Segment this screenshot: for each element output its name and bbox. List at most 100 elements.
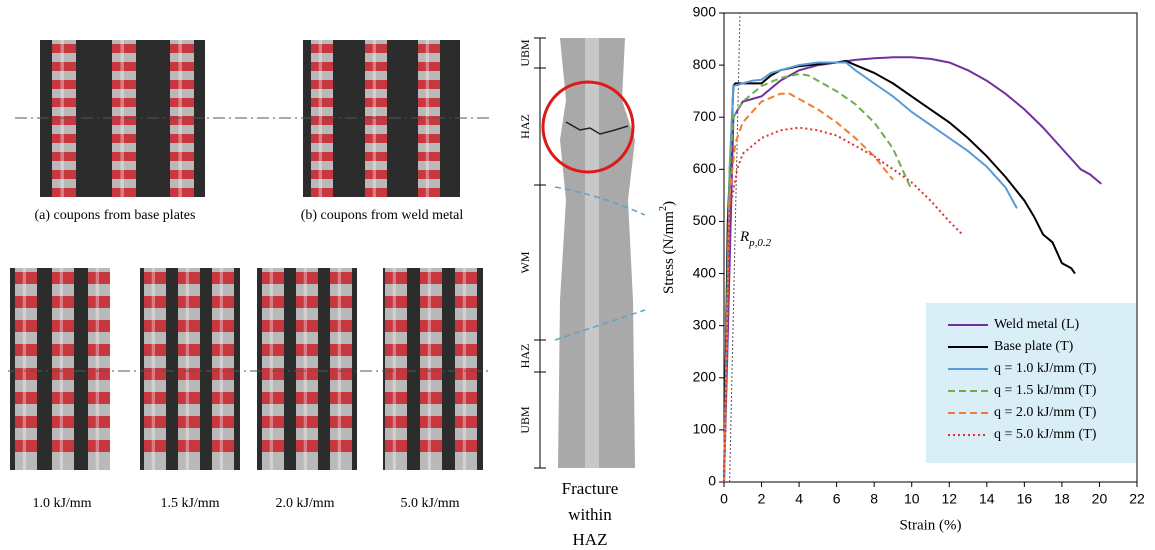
caption: 2.0 kJ/mm: [275, 496, 334, 511]
y-tick-label: 0: [708, 473, 716, 489]
stripe: [178, 272, 200, 284]
caption: 5.0 kJ/mm: [400, 496, 459, 511]
stripe: [212, 344, 234, 356]
stripe: [311, 152, 333, 161]
y-tick-label: 900: [693, 4, 717, 20]
label-part: ): [661, 201, 677, 206]
series-line: [723, 72, 913, 483]
stripe: [52, 170, 76, 179]
chart: 0 100 200 300 400 500 600 700 800 900 0 2 4 6 8 10 12 14 1…: [658, 4, 1145, 534]
x-tick-label: 12: [941, 491, 957, 507]
stripe: [212, 416, 234, 428]
label-part: Stress (N/mm: [661, 211, 677, 294]
stripe: [144, 320, 166, 332]
label-part: R: [739, 229, 749, 245]
stripe: [330, 272, 352, 284]
stripe: [88, 416, 110, 428]
stripe: [144, 272, 166, 284]
stripe: [144, 392, 166, 404]
stripe: [52, 62, 76, 71]
stripe: [420, 320, 442, 332]
stripe: [15, 344, 37, 356]
highlight: [427, 268, 431, 470]
stripe: [212, 440, 234, 452]
stripe: [311, 62, 333, 71]
stripe: [385, 416, 407, 428]
annotation: Rp,0.2: [739, 229, 772, 248]
photos: UBM HAZ WM HAZ UBM: [8, 37, 646, 470]
y-axis-label: Stress (N/mm2): [658, 201, 677, 294]
stripe: [144, 344, 166, 356]
stripe: [330, 344, 352, 356]
stripe: [262, 344, 284, 356]
legend-label: q = 1.5 kJ/mm (T): [994, 383, 1097, 398]
stripe: [15, 440, 37, 452]
y-tick-label: 100: [693, 421, 717, 437]
label-part: 2: [658, 206, 669, 211]
stripe: [418, 152, 440, 161]
stripe: [52, 188, 76, 197]
series-line: [723, 59, 1076, 483]
stripe: [52, 98, 76, 107]
stripe: [88, 440, 110, 452]
legend-label: Base plate (T): [994, 339, 1074, 354]
stripe: [365, 134, 387, 143]
series-line: [723, 56, 1102, 483]
stripe: [418, 98, 440, 107]
stripe: [144, 440, 166, 452]
stripe: [418, 134, 440, 143]
stripe: [296, 392, 318, 404]
stripe: [365, 44, 387, 53]
highlight: [59, 268, 63, 470]
stripe: [385, 440, 407, 452]
stripe: [170, 116, 194, 125]
caption: 1.0 kJ/mm: [32, 496, 91, 511]
legend-label: q = 2.0 kJ/mm (T): [994, 405, 1097, 420]
stripe: [330, 392, 352, 404]
stripe: [88, 296, 110, 308]
stripe: [212, 296, 234, 308]
stripe: [420, 416, 442, 428]
stripe: [455, 440, 477, 452]
stripe: [52, 44, 76, 53]
legend-label: q = 5.0 kJ/mm (T): [994, 427, 1097, 442]
highlight: [120, 40, 124, 197]
stripe: [365, 152, 387, 161]
caption: (b) coupons from weld metal: [301, 208, 464, 223]
stripe: [455, 272, 477, 284]
x-tick-label: 14: [979, 491, 995, 507]
stripe: [365, 98, 387, 107]
series-line: [723, 126, 964, 483]
stripe: [418, 80, 440, 89]
series-line: [723, 92, 894, 483]
stripe: [311, 116, 333, 125]
highlight: [95, 268, 99, 470]
stripe: [144, 296, 166, 308]
stripe: [52, 440, 74, 452]
zone-label: UBM: [518, 406, 532, 434]
stripe: [212, 392, 234, 404]
stripe: [178, 320, 200, 332]
stripe: [15, 272, 37, 284]
stripe: [330, 320, 352, 332]
stripe: [385, 392, 407, 404]
stripe: [420, 392, 442, 404]
highlight: [585, 38, 599, 468]
x-tick-label: 0: [720, 491, 728, 507]
y-tick-label: 500: [693, 212, 717, 228]
stripe: [385, 296, 407, 308]
stripe: [420, 440, 442, 452]
zone-label: HAZ: [518, 344, 532, 369]
stripe: [170, 98, 194, 107]
stripe: [112, 188, 136, 197]
stripe: [112, 98, 136, 107]
y-tick-label: 300: [693, 316, 717, 332]
x-tick-label: 20: [1092, 491, 1108, 507]
stripe: [262, 296, 284, 308]
stripe: [212, 272, 234, 284]
stripe: [178, 416, 200, 428]
stripe: [455, 320, 477, 332]
stripe: [296, 272, 318, 284]
highlight: [22, 268, 26, 470]
stripe: [52, 272, 74, 284]
